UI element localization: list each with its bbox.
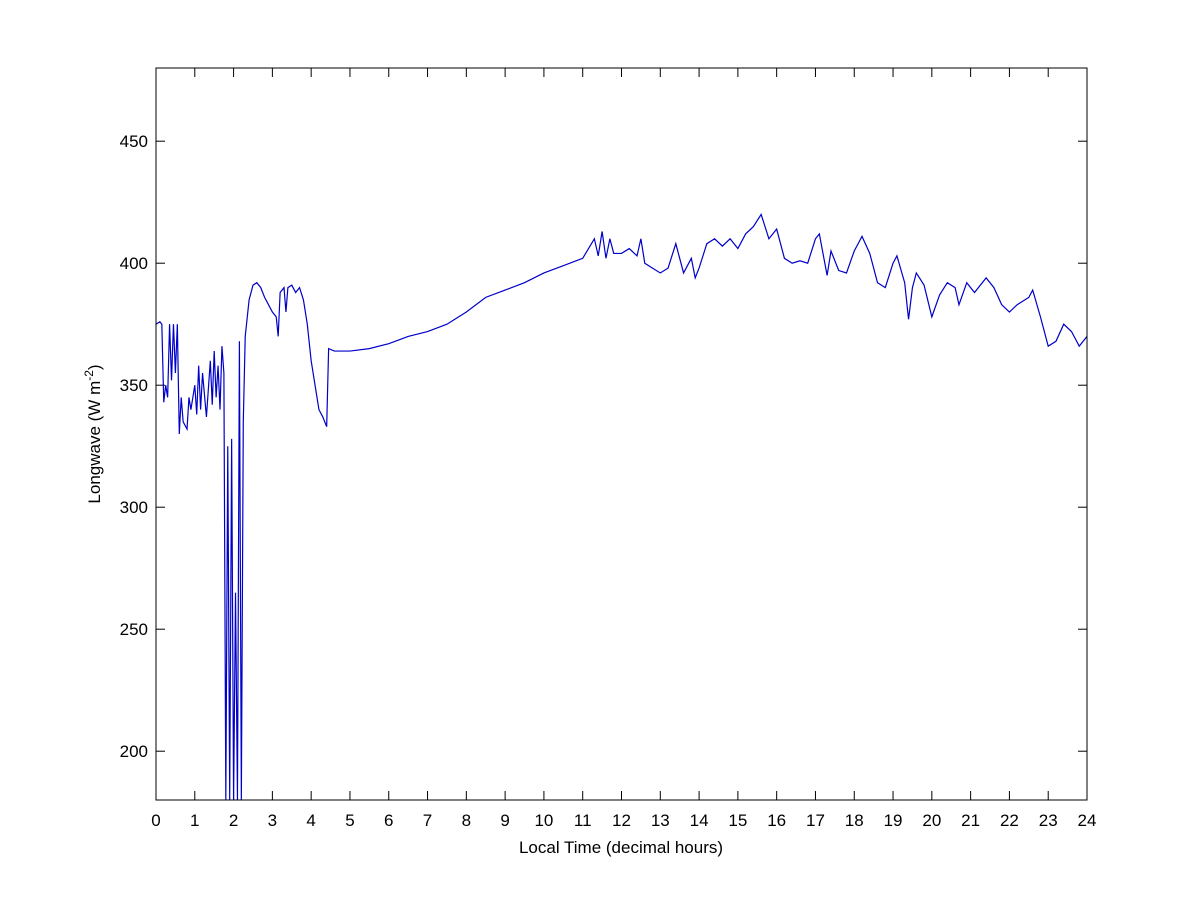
x-tick-label: 8 [462, 811, 471, 830]
x-tick-label: 14 [690, 811, 709, 830]
y-axis-label: Longwave (W m-2) [82, 364, 104, 503]
x-tick-label: 21 [961, 811, 980, 830]
y-tick-label: 250 [120, 620, 148, 639]
x-tick-label: 5 [345, 811, 354, 830]
y-tick-label: 450 [120, 132, 148, 151]
x-tick-label: 0 [151, 811, 160, 830]
x-tick-label: 24 [1078, 811, 1097, 830]
y-axis-label-superscript: -2 [82, 370, 96, 381]
x-tick-label: 2 [229, 811, 238, 830]
y-axis-label-suffix: ) [85, 364, 104, 370]
x-tick-label: 7 [423, 811, 432, 830]
x-tick-label: 13 [651, 811, 670, 830]
x-tick-label: 23 [1039, 811, 1058, 830]
x-tick-label: 15 [728, 811, 747, 830]
x-tick-label: 9 [500, 811, 509, 830]
x-tick-label: 22 [1000, 811, 1019, 830]
y-tick-label: 400 [120, 254, 148, 273]
y-tick-label: 300 [120, 498, 148, 517]
x-tick-label: 4 [306, 811, 315, 830]
x-tick-label: 12 [612, 811, 631, 830]
x-tick-label: 16 [767, 811, 786, 830]
x-tick-label: 10 [534, 811, 553, 830]
x-axis-label: Local Time (decimal hours) [519, 838, 723, 857]
y-axis-label-text: Longwave (W m [85, 381, 104, 504]
x-tick-label: 1 [190, 811, 199, 830]
x-tick-label: 17 [806, 811, 825, 830]
data-line [156, 212, 1087, 800]
x-tick-label: 3 [268, 811, 277, 830]
y-tick-label: 200 [120, 742, 148, 761]
y-tick-label: 350 [120, 376, 148, 395]
x-tick-label: 19 [884, 811, 903, 830]
x-tick-label: 6 [384, 811, 393, 830]
x-tick-label: 18 [845, 811, 864, 830]
x-tick-label: 20 [922, 811, 941, 830]
plot-frame [155, 67, 1088, 801]
x-tick-label: 11 [574, 811, 592, 830]
